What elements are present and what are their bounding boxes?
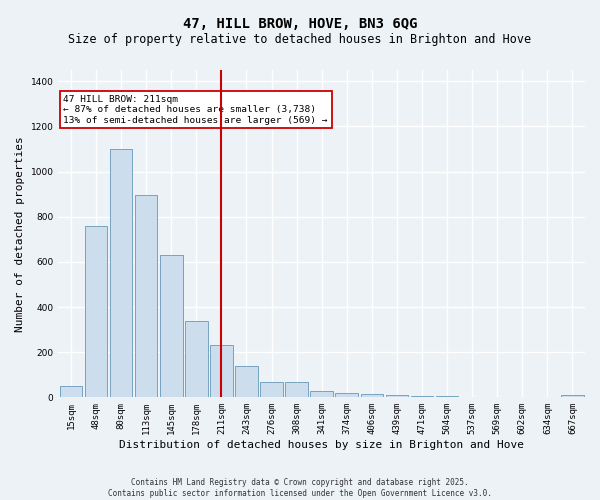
- Y-axis label: Number of detached properties: Number of detached properties: [15, 136, 25, 332]
- Bar: [361, 394, 383, 398]
- Bar: [436, 396, 458, 398]
- Bar: [185, 320, 208, 398]
- Bar: [110, 149, 133, 398]
- Bar: [386, 395, 408, 398]
- Bar: [135, 196, 157, 398]
- Bar: [59, 386, 82, 398]
- Bar: [310, 390, 333, 398]
- Bar: [561, 395, 584, 398]
- Bar: [85, 226, 107, 398]
- Text: 47, HILL BROW, HOVE, BN3 6QG: 47, HILL BROW, HOVE, BN3 6QG: [183, 18, 417, 32]
- Bar: [335, 393, 358, 398]
- Bar: [286, 382, 308, 398]
- Text: Size of property relative to detached houses in Brighton and Hove: Size of property relative to detached ho…: [68, 32, 532, 46]
- Bar: [411, 396, 433, 398]
- Text: 47 HILL BROW: 211sqm
← 87% of detached houses are smaller (3,738)
13% of semi-de: 47 HILL BROW: 211sqm ← 87% of detached h…: [64, 95, 328, 124]
- X-axis label: Distribution of detached houses by size in Brighton and Hove: Distribution of detached houses by size …: [119, 440, 524, 450]
- Bar: [210, 346, 233, 398]
- Bar: [160, 255, 182, 398]
- Bar: [260, 382, 283, 398]
- Text: Contains HM Land Registry data © Crown copyright and database right 2025.
Contai: Contains HM Land Registry data © Crown c…: [108, 478, 492, 498]
- Bar: [235, 366, 258, 398]
